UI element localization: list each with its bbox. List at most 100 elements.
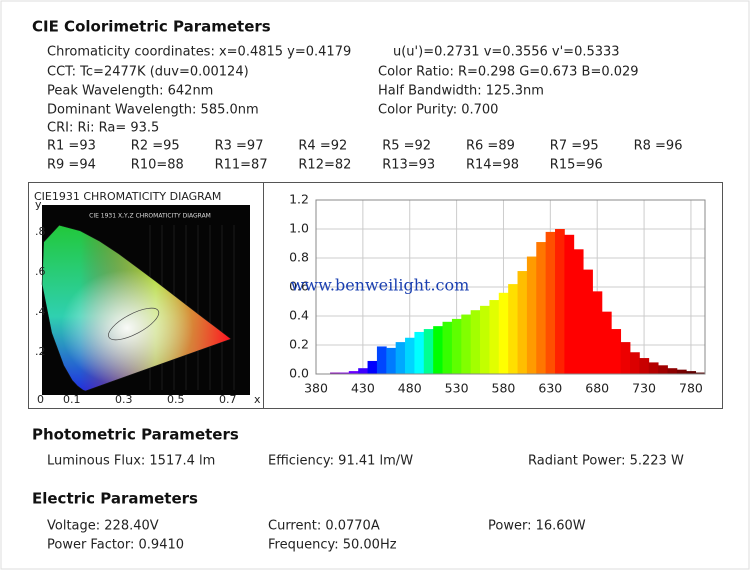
spectrum-bar — [423, 329, 434, 374]
spectrum-bar — [592, 291, 603, 374]
y-tick-label: 0.2 — [289, 337, 309, 352]
y-tick-label: 1.0 — [289, 221, 309, 236]
spectrum-bar — [555, 229, 565, 374]
x-tick-label: 630 — [538, 381, 562, 396]
x-tick-label: 380 — [304, 381, 328, 396]
x-tick-label: 0.7 — [219, 393, 237, 406]
ri-value: R8 =96 — [634, 139, 683, 154]
parameter: Voltage: 228.40V — [47, 519, 159, 534]
parameter: Power: 16.60W — [488, 519, 586, 534]
x-axis-label: x — [254, 393, 261, 406]
y-tick-label: 0.4 — [289, 308, 309, 323]
spectrum-bar — [639, 358, 650, 374]
y-tick-label: .4 — [35, 305, 46, 318]
spectrum-bar — [676, 369, 687, 374]
spectrum-bar — [583, 269, 593, 374]
y-tick-label: .2 — [35, 345, 46, 358]
x-tick-label: 580 — [492, 381, 516, 396]
spectrum-bar — [545, 231, 556, 374]
ri-value: R11=87 — [215, 158, 268, 173]
ri-value: R6 =89 — [466, 139, 515, 154]
ri-value: R4 =92 — [298, 139, 347, 154]
spectrum-bar — [564, 234, 575, 374]
chart-subtitle: CIE 1931 X,Y,Z CHROMATICITY DIAGRAM — [89, 213, 211, 220]
parameter: Peak Wavelength: 642nm — [47, 84, 213, 99]
parameter: Color Ratio: R=0.298 G=0.673 B=0.029 — [378, 65, 639, 80]
spectrum-bar — [414, 331, 425, 374]
y-axis-label: y — [35, 198, 42, 211]
parameter: Dominant Wavelength: 585.0nm — [47, 103, 259, 118]
spectrum-bar — [658, 365, 668, 374]
chart-box — [28, 182, 723, 409]
spectrum-bar — [376, 346, 387, 374]
spectrum-bar — [405, 337, 415, 374]
color-gamut — [42, 225, 232, 391]
parameter: Chromaticity coordinates: x=0.4815 y=0.4… — [47, 45, 351, 60]
ri-value: R7 =95 — [550, 139, 599, 154]
x-tick-label: 680 — [585, 381, 609, 396]
spectrum-bar — [489, 300, 500, 374]
section-title: Photometric Parameters — [32, 426, 239, 444]
ri-value: R3 =97 — [215, 139, 264, 154]
x-tick-label: 480 — [398, 381, 422, 396]
spectrum-bar — [498, 292, 509, 374]
spectrum-bar — [630, 352, 640, 374]
spectrum-bar — [620, 342, 631, 374]
planckian-region — [108, 307, 160, 341]
parameter: u(u')=0.2731 v=0.3556 v'=0.5333 — [393, 45, 620, 60]
watermark: www.benweilight.com — [291, 276, 470, 295]
ri-value: R9 =94 — [47, 158, 96, 173]
y-tick-label: .6 — [35, 265, 46, 278]
ri-value: R10=88 — [131, 158, 184, 173]
ri-value: R15=96 — [550, 158, 603, 173]
spectrum-bar — [648, 362, 659, 374]
parameter: Radiant Power: 5.223 W — [528, 454, 684, 469]
x-tick-label: 0.3 — [115, 393, 133, 406]
y-tick-label: .8 — [35, 225, 46, 238]
spectrum-bar — [442, 321, 453, 374]
y-tick-label: 0.6 — [289, 279, 309, 294]
spectrum-bar — [695, 372, 706, 374]
spectrum-bar — [395, 342, 406, 374]
x-tick-label: 430 — [351, 381, 375, 396]
parameter: Power Factor: 0.9410 — [47, 538, 184, 553]
ri-value: R13=93 — [382, 158, 435, 173]
y-tick-label: 0.0 — [289, 366, 309, 381]
spectrum-bar — [667, 368, 678, 374]
spectrum-bar — [461, 314, 472, 374]
x-tick-label: 530 — [445, 381, 469, 396]
parameter: Current: 0.0770A — [268, 519, 380, 534]
parameter: CCT: Tc=2477K (duv=0.00124) — [47, 65, 249, 80]
spectrum-bar — [386, 347, 397, 374]
spectrum-bar — [517, 271, 528, 374]
x-tick-label: 780 — [679, 381, 703, 396]
spectrum-bar — [451, 318, 462, 374]
ri-value: R12=82 — [298, 158, 351, 173]
x-tick-label: 730 — [632, 381, 656, 396]
spectrum-bar — [480, 305, 490, 374]
spectrum-bar — [536, 242, 547, 374]
ri-value: R2 =95 — [131, 139, 180, 154]
spectrum-bar — [348, 371, 359, 374]
section-title: Electric Parameters — [32, 490, 198, 508]
section-title: CIE Colorimetric Parameters — [32, 18, 271, 36]
spectrum-bar — [470, 310, 481, 374]
parameter: Efficiency: 91.41 lm/W — [268, 454, 413, 469]
gamut-outline — [41, 224, 232, 392]
ri-value: R1 =93 — [47, 139, 96, 154]
chart-title: CIE1931 CHROMATICITY DIAGRAM — [34, 190, 221, 203]
spectrum-bar — [433, 326, 443, 374]
x-tick-label: 0 — [37, 393, 44, 406]
plot-border — [315, 199, 706, 375]
y-tick-label: 0.8 — [289, 250, 309, 265]
spectrum-bar — [330, 372, 340, 374]
ri-value: R5 =92 — [382, 139, 431, 154]
spectrum-bar — [526, 256, 537, 374]
spectrum-bar — [601, 311, 612, 374]
parameter: Color Purity: 0.700 — [378, 103, 498, 118]
spectrum-bar — [358, 368, 368, 374]
ri-value: R14=98 — [466, 158, 519, 173]
spectrum-bar — [508, 284, 518, 374]
